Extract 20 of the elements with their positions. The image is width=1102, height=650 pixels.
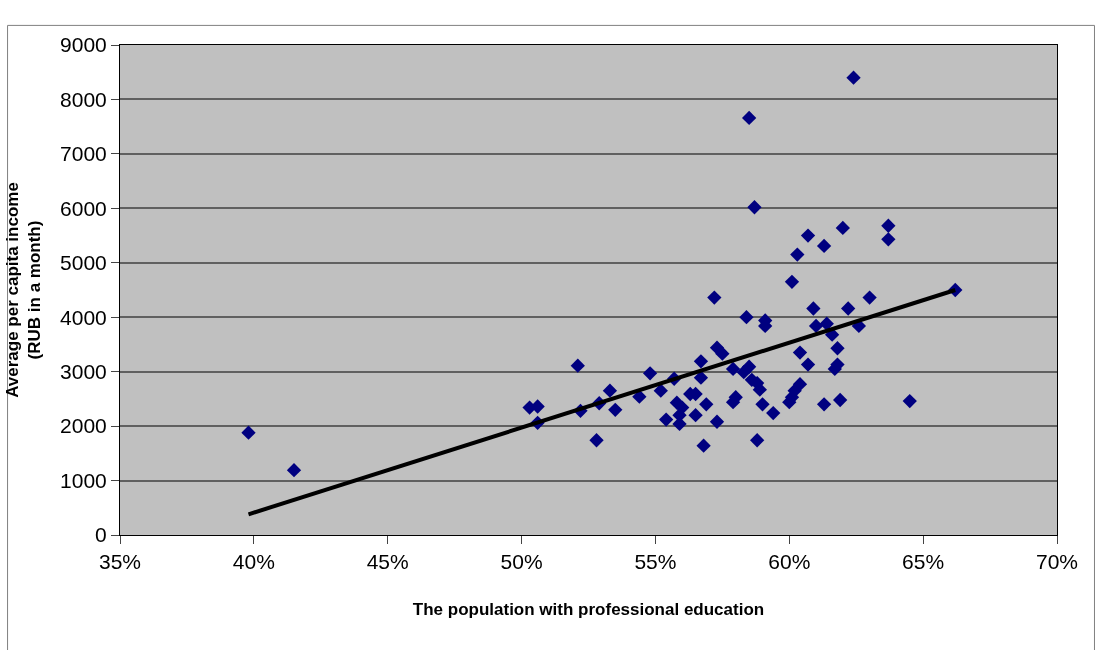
y-tick-label: 0 [95, 523, 107, 547]
y-tick-label: 8000 [60, 87, 107, 111]
x-tick-label: 70% [1035, 550, 1079, 574]
y-tick-label: 7000 [60, 142, 107, 166]
y-tick-label: 3000 [60, 360, 107, 384]
x-tick-label: 35% [98, 550, 142, 574]
x-tick-label: 40% [232, 550, 275, 574]
x-tick-label: 45% [366, 550, 409, 574]
x-tick-label: 50% [500, 550, 543, 574]
y-tick-label: 6000 [60, 196, 107, 220]
x-tick-label: 55% [634, 550, 677, 574]
x-tick-label: 65% [902, 550, 945, 574]
y-axis-title: Average per capita income (RUB in a month) [2, 182, 44, 398]
y-tick-label: 2000 [60, 414, 107, 438]
y-tick-label: 1000 [60, 468, 107, 492]
y-tick-label: 5000 [60, 251, 107, 275]
y-tick-label: 9000 [60, 33, 107, 57]
x-tick-label: 60% [768, 550, 811, 574]
x-axis-title: The population with professional education [412, 599, 765, 619]
y-tick-label: 4000 [60, 305, 107, 329]
